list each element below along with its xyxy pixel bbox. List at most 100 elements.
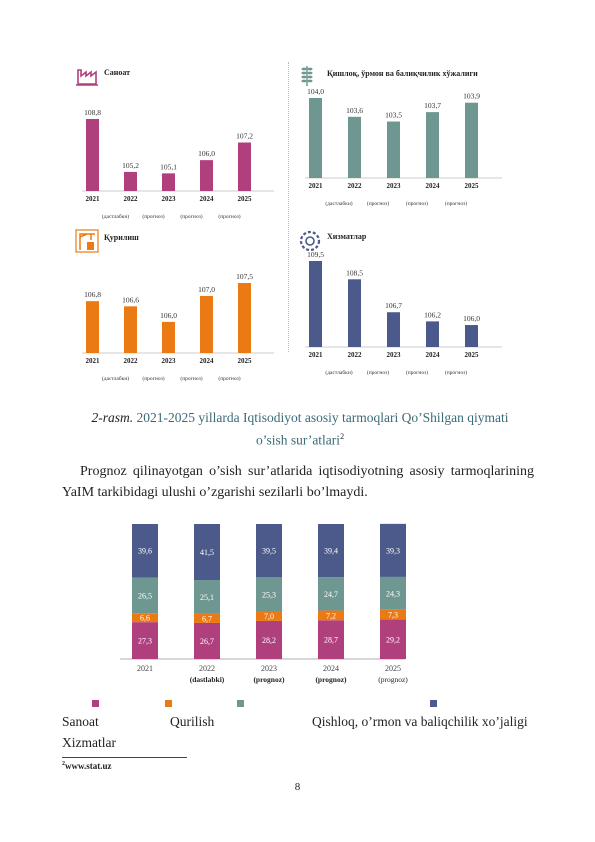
segment-sanoat-2023 — [256, 620, 282, 659]
segment-label: 25,3 — [262, 590, 276, 599]
segment-label: 7,3 — [388, 611, 398, 620]
bar-2021 — [86, 119, 99, 191]
factory-shape — [77, 69, 97, 85]
segment-label: 7,0 — [264, 612, 274, 621]
panel-title: Хизматлар — [327, 232, 367, 241]
x-note: (прогноз) — [445, 369, 467, 376]
gear-ring — [299, 230, 321, 252]
crane-icon — [75, 229, 99, 253]
x-tick: 2024 — [426, 351, 441, 359]
caption-line1: 2021-2025 yillarda Iqtisodiyot asosiy ta… — [136, 410, 509, 425]
segment-label: 41,5 — [200, 548, 214, 557]
x-note: (дастлабки) — [102, 375, 129, 382]
x-note: (прогноз) — [142, 375, 164, 382]
bar-value: 109,5 — [307, 250, 324, 259]
x-tick: 2024 — [200, 195, 215, 203]
x-tick: 2021 — [309, 351, 324, 359]
x-tick: 2025 — [238, 195, 253, 203]
x-note: (дастлабки) — [325, 369, 352, 376]
segment-qurilish-2022 — [194, 613, 220, 623]
x-note: (prognoz) — [378, 675, 408, 684]
bar-2023 — [162, 173, 175, 191]
x-tick: 2024 — [426, 182, 441, 190]
segment-label: 6,6 — [140, 614, 150, 623]
wheat-grain — [301, 79, 307, 83]
segment-xizmatlar-2025 — [380, 523, 406, 577]
bar-2025 — [238, 142, 251, 191]
segment-qishloq,-2023 — [256, 577, 282, 612]
footnote: 2www.stat.uz — [62, 761, 112, 771]
panel-title: Қурилиш — [104, 233, 139, 242]
footnote-text: www.stat.uz — [65, 761, 112, 771]
wheat-icon — [301, 66, 313, 86]
segment-label: 39,4 — [324, 547, 338, 556]
segment-label: 28,2 — [262, 636, 276, 645]
x-note: (прогноз) — [180, 213, 202, 220]
legend-label-construction: Qurilish — [170, 714, 215, 729]
segment-label: 39,5 — [262, 547, 276, 556]
x-note: (прогноз) — [180, 375, 202, 382]
caption-line2: o’sish sur’atlari — [255, 432, 341, 448]
bar-2021 — [309, 261, 322, 347]
x-note: (прогноз) — [367, 369, 389, 376]
crane-block — [87, 242, 94, 250]
panel-construction: Қурилиш 106,8 2021 106,6 2022 (дастлабки) 106,… — [75, 229, 274, 382]
x-tick: 2024 — [323, 664, 339, 673]
segment-qurilish-2024 — [318, 610, 344, 621]
bar-2021 — [309, 98, 322, 178]
bar-2022 — [124, 171, 137, 191]
bar-2024 — [200, 160, 213, 191]
bar-2024 — [426, 321, 439, 347]
gear-icon — [299, 230, 321, 252]
segment-xizmatlar-2022 — [194, 524, 220, 581]
segment-label: 27,3 — [138, 637, 152, 646]
segment-label: 26,5 — [138, 591, 152, 600]
segment-label: 25,1 — [200, 593, 214, 602]
caption-footnote-mark: 2 — [340, 432, 345, 441]
x-tick: 2022 — [124, 195, 139, 203]
segment-qurilish-2025 — [380, 609, 406, 620]
bar-2022 — [348, 116, 361, 178]
bar-2023 — [387, 312, 400, 347]
segment-label: 28,7 — [324, 636, 338, 645]
x-note: (прогноз) — [445, 200, 467, 207]
x-note: (дастлабки) — [102, 213, 129, 220]
factory-icon — [76, 69, 98, 86]
segment-qishloq,-2024 — [318, 577, 344, 611]
segment-label: 39,6 — [138, 547, 152, 556]
bar-value: 106,0 — [463, 314, 480, 323]
bar-value: 103,6 — [346, 106, 363, 115]
page-number: 8 — [294, 781, 301, 793]
paragraph-line1: Prognoz qilinayotgan o’sish sur’atlarida… — [80, 464, 534, 479]
panel-industry: Санoат 108,8 2021 105,2 2022 (дастлабки) 105,1… — [76, 68, 274, 220]
bar-value: 105,1 — [160, 162, 177, 171]
x-note: (prognoz) — [253, 675, 285, 684]
bar-value: 106,6 — [122, 295, 139, 304]
x-tick: 2023 — [261, 664, 277, 673]
wheat-grain — [301, 71, 307, 75]
x-tick: 2022 — [348, 182, 363, 190]
x-tick: 2025 — [238, 357, 253, 365]
segment-label: 7,2 — [326, 611, 336, 620]
legend-swatch-industry — [92, 700, 99, 707]
legend-label-services: Xizmatlar — [62, 735, 116, 750]
x-note: (dastlabki) — [190, 675, 225, 684]
x-tick: 2025 — [465, 182, 480, 190]
segment-qishloq,-2025 — [380, 576, 406, 610]
paragraph-line2: YaIM tarkibidagi ulushi o’zgarishi sezil… — [62, 485, 368, 500]
wheat-grain — [301, 75, 307, 79]
legend-label-agriculture: Qishloq, o’rmon va baliqchilik xo’jaligi — [312, 714, 528, 729]
x-note: (дастлабки) — [325, 200, 352, 207]
segment-sanoat-2022 — [194, 622, 220, 659]
segment-label: 24,3 — [386, 589, 400, 598]
legend-label-industry: Sanoat — [62, 714, 99, 729]
stacked-share-chart: 27,3 6,6 26,5 39,6 2021 26,7 6,7 25,1 41,5 2022 (d… — [120, 523, 408, 684]
segment-sanoat-2024 — [318, 620, 344, 659]
footnote-rule — [62, 757, 187, 758]
bar-value: 103,9 — [463, 92, 480, 101]
bar-value: 105,2 — [122, 161, 139, 170]
bar-value: 104,0 — [307, 87, 324, 96]
segment-qishloq,-2022 — [194, 580, 220, 614]
figure-caption: 2-rasm. 2021-2025 yillarda Iqtisodiyot a… — [60, 408, 540, 450]
x-note: (прогноз) — [218, 213, 240, 220]
